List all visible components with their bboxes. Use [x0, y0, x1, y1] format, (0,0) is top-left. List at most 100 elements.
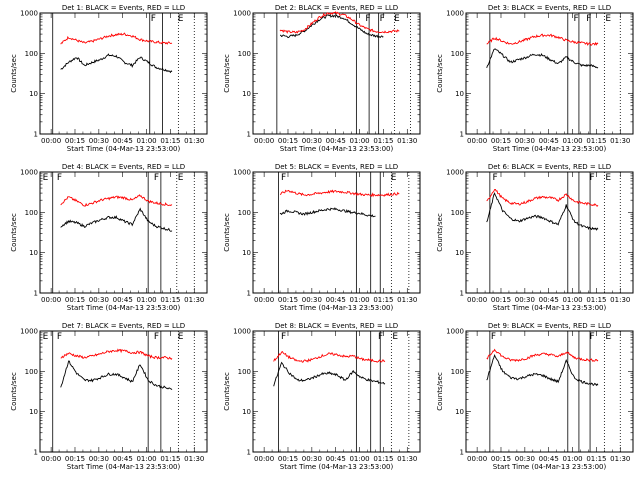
- y-axis-label: Counts/sec: [436, 213, 444, 252]
- y-tick-label: 1: [34, 449, 38, 457]
- series-line-events: [60, 360, 173, 391]
- plot-frame: [39, 330, 208, 453]
- marker-annotation: F: [589, 332, 594, 342]
- y-tick-label: 1000: [233, 328, 251, 336]
- series-line-lld: [60, 194, 173, 207]
- marker-annotation: F: [57, 173, 62, 183]
- x-axis-label: Start Time (04-Mar-13 23:53:00): [493, 145, 607, 153]
- x-tick-label: 00:45: [539, 455, 559, 463]
- x-tick-label: 00:45: [326, 296, 346, 304]
- plot-frame: [465, 12, 634, 135]
- marker-annotation: F: [574, 14, 579, 24]
- x-tick-label: 00:15: [278, 137, 298, 145]
- y-tick-label: 1000: [20, 10, 38, 18]
- marker-annotation: E: [178, 332, 184, 342]
- panel-title: Det 4: BLACK = Events, RED = LLD: [62, 163, 185, 171]
- x-tick-label: 00:45: [539, 137, 559, 145]
- x-axis-label: Start Time (04-Mar-13 23:53:00): [280, 145, 394, 153]
- plot-frame: [39, 171, 208, 294]
- y-axis-label: Counts/sec: [436, 54, 444, 93]
- panel-det-4: Det 4: BLACK = Events, RED = LLD 1 10 100 10…: [10, 163, 208, 312]
- panel-det-8: Det 8: BLACK = Events, RED = LLD 1 10 100 10…: [223, 322, 421, 471]
- x-tick-label: 00:00: [41, 455, 61, 463]
- x-tick-label: 00:45: [326, 455, 346, 463]
- y-tick-label: 1: [460, 449, 464, 457]
- marker-annotation: F: [281, 173, 286, 183]
- x-tick-label: 01:30: [610, 137, 630, 145]
- x-tick-label: 00:15: [278, 296, 298, 304]
- y-tick-label: 100: [25, 50, 38, 58]
- x-tick-label: 01:30: [184, 137, 204, 145]
- panel-title: Det 2: BLACK = Events, RED = LLD: [275, 4, 398, 12]
- panel-title: Det 3: BLACK = Events, RED = LLD: [488, 4, 611, 12]
- x-tick-label: 00:30: [302, 137, 322, 145]
- x-tick-label: 00:30: [302, 296, 322, 304]
- panel-det-7: Det 7: BLACK = Events, RED = LLD 1 10 100 10…: [10, 322, 208, 471]
- marker-annotation: F: [365, 14, 370, 24]
- y-tick-label: 100: [238, 209, 251, 217]
- y-tick-label: 10: [29, 90, 38, 98]
- marker-annotation: E: [605, 173, 611, 183]
- marker-annotation: E: [392, 332, 398, 342]
- y-tick-label: 100: [25, 209, 38, 217]
- x-tick-label: 01:00: [136, 455, 156, 463]
- y-axis-label: Counts/sec: [436, 372, 444, 411]
- marker-annotation: E: [178, 14, 184, 24]
- x-tick-label: 00:30: [89, 455, 109, 463]
- plot-frame: [465, 171, 634, 294]
- x-tick-label: 01:30: [610, 296, 630, 304]
- panel-det-9: Det 9: BLACK = Events, RED = LLD 1 10 100 10…: [436, 322, 634, 471]
- y-tick-label: 10: [242, 90, 251, 98]
- y-tick-label: 1: [460, 290, 464, 298]
- series-line-events: [486, 354, 599, 387]
- panel-title: Det 6: BLACK = Events, RED = LLD: [488, 163, 611, 171]
- marker-annotation: E: [605, 332, 611, 342]
- x-tick-label: 00:00: [467, 455, 487, 463]
- series-line-lld: [279, 11, 400, 34]
- marker-annotation: F: [492, 173, 497, 183]
- plot-frame: [465, 330, 634, 453]
- x-tick-label: 00:45: [113, 137, 133, 145]
- x-tick-label: 01:00: [349, 296, 369, 304]
- panel-det-1: Det 1: BLACK = Events, RED = LLD 1 10 100 10…: [10, 4, 208, 153]
- x-tick-label: 00:30: [89, 137, 109, 145]
- marker-annotation: F: [57, 332, 62, 342]
- y-tick-label: 10: [455, 408, 464, 416]
- y-axis-label: Counts/sec: [223, 372, 231, 411]
- x-tick-label: 01:15: [373, 296, 393, 304]
- x-tick-label: 00:45: [326, 137, 346, 145]
- x-tick-label: 01:15: [586, 137, 606, 145]
- x-tick-label: 00:15: [65, 137, 85, 145]
- marker-annotation: F: [589, 173, 594, 183]
- marker-annotation: F: [154, 332, 159, 342]
- x-tick-label: 00:15: [65, 455, 85, 463]
- y-tick-label: 1000: [233, 10, 251, 18]
- y-tick-label: 10: [242, 249, 251, 257]
- series-line-lld: [279, 189, 400, 198]
- x-tick-label: 00:45: [539, 296, 559, 304]
- panel-det-6: Det 6: BLACK = Events, RED = LLD 1 10 100 10…: [436, 163, 634, 312]
- x-tick-label: 01:00: [136, 296, 156, 304]
- marker-annotation: F: [380, 14, 385, 24]
- marker-annotation: E: [605, 14, 611, 24]
- series-line-events: [486, 48, 599, 69]
- x-tick-label: 00:15: [278, 455, 298, 463]
- marker-annotation: E: [43, 332, 49, 342]
- series-line-lld: [60, 32, 173, 45]
- y-tick-label: 10: [29, 408, 38, 416]
- series-line-events: [279, 207, 376, 218]
- y-tick-label: 100: [25, 368, 38, 376]
- x-tick-label: 00:00: [254, 137, 274, 145]
- x-tick-label: 00:00: [41, 137, 61, 145]
- x-tick-label: 01:00: [349, 455, 369, 463]
- x-axis-label: Start Time (04-Mar-13 23:53:00): [67, 463, 181, 471]
- panel-det-5: Det 5: BLACK = Events, RED = LLD 1 10 100 10…: [223, 163, 421, 312]
- y-tick-label: 10: [455, 90, 464, 98]
- y-axis-label: Counts/sec: [10, 213, 18, 252]
- x-tick-label: 01:30: [184, 455, 204, 463]
- x-axis-label: Start Time (04-Mar-13 23:53:00): [67, 145, 181, 153]
- series-line-events: [486, 192, 599, 231]
- y-tick-label: 100: [451, 50, 464, 58]
- series-line-events: [60, 207, 173, 232]
- x-tick-label: 00:00: [254, 296, 274, 304]
